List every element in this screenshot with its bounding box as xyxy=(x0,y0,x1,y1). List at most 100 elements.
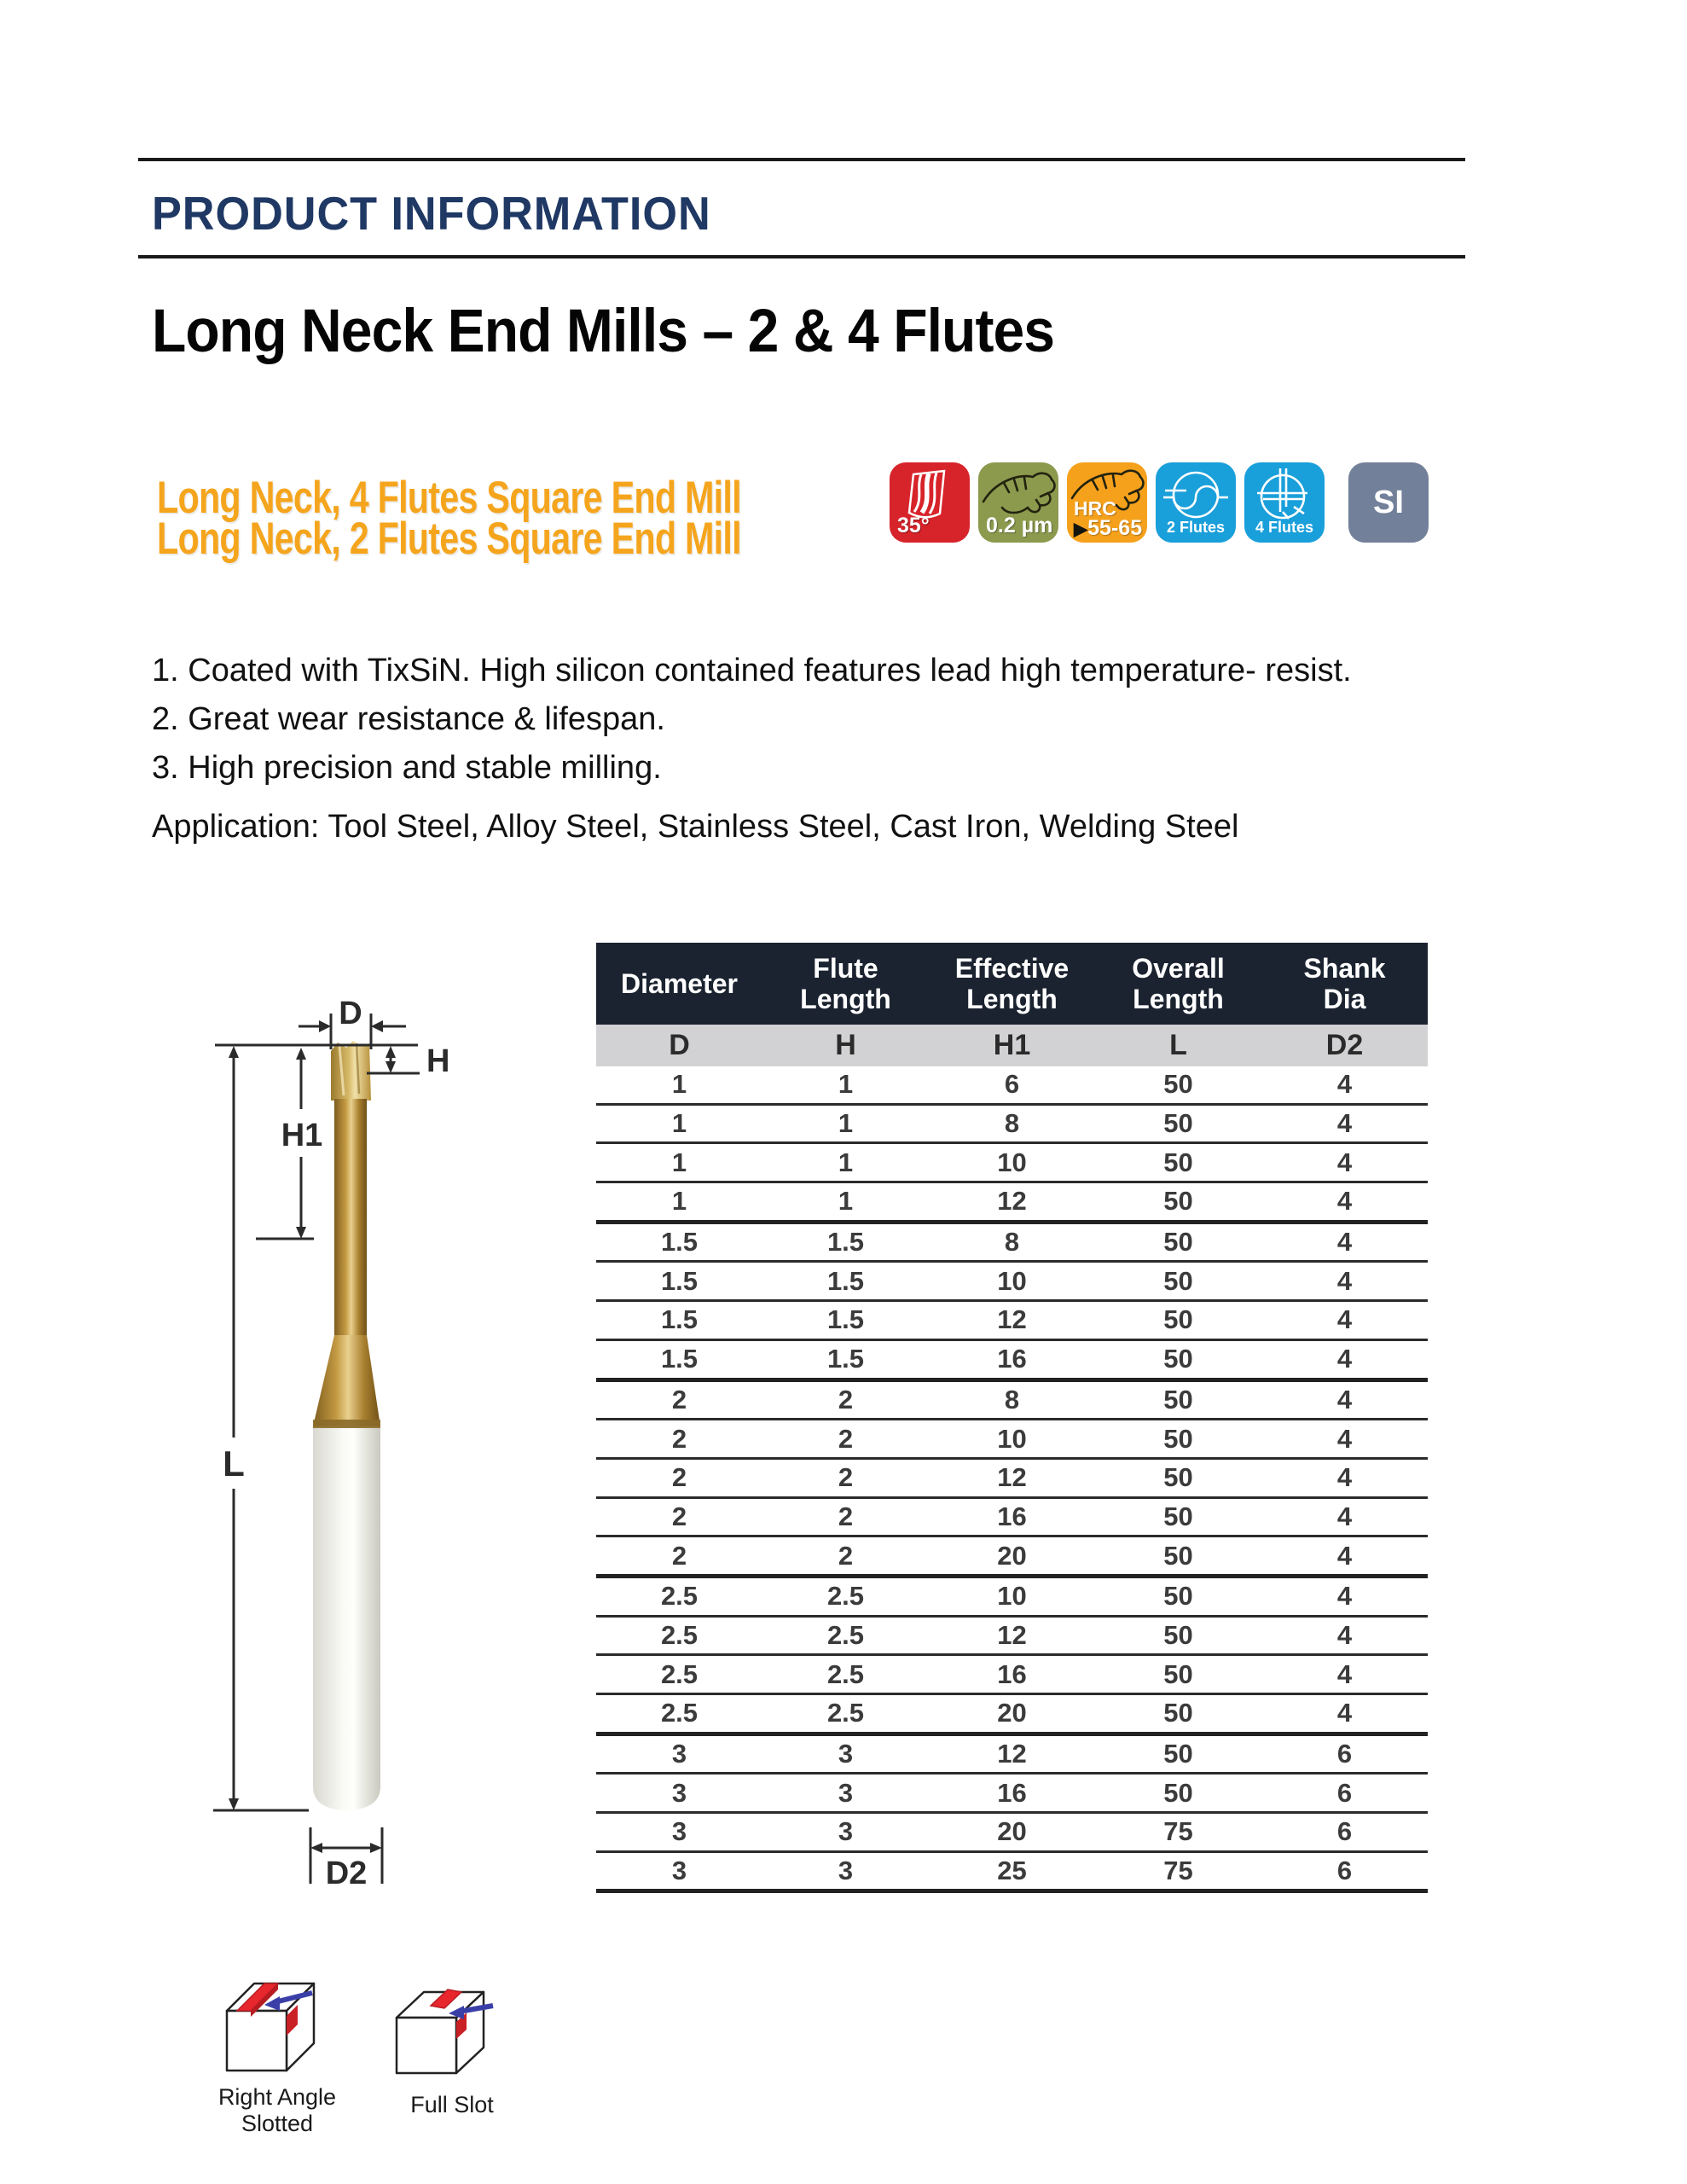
table-cell: 3 xyxy=(838,1739,854,1769)
table-row: 2 2 16 50 4 xyxy=(596,1497,1428,1536)
col-header: Diameter xyxy=(596,943,762,1025)
dim-label-h1: H1 xyxy=(281,1118,323,1153)
arrow-icon: ▶ xyxy=(1074,520,1088,539)
hardness-badge: HRC ▶55-65 xyxy=(1067,462,1147,543)
table-cell: 20 xyxy=(997,1816,1027,1847)
table-cell: 10 xyxy=(997,1147,1027,1177)
table-cell: 1.5 xyxy=(660,1265,699,1296)
right-angle-slotted-icon xyxy=(225,1982,316,2072)
table-cell: 25 xyxy=(997,1856,1027,1886)
dim-label-d2: D2 xyxy=(326,1856,368,1891)
dimension-labels: D H H1 L D2 xyxy=(223,996,449,1891)
table-cell: 1.5 xyxy=(826,1344,865,1374)
col-header: Shank Dia xyxy=(1261,943,1428,1025)
feature-item: 2. Great wear resistance & lifespan. xyxy=(152,701,665,737)
table-cell: 3 xyxy=(671,1739,687,1769)
spec-table-header: Diameter Flute Length Effective Length Ove… xyxy=(596,943,1428,1066)
table-cell: 12 xyxy=(997,1186,1027,1217)
table-cell: 50 xyxy=(1163,1739,1193,1769)
table-cell: 50 xyxy=(1163,1501,1193,1531)
table-cell: 50 xyxy=(1163,1265,1193,1296)
table-cell: 4 xyxy=(1336,1304,1353,1335)
table-cell: 2.5 xyxy=(826,1698,865,1728)
dim-label-d: D xyxy=(339,996,362,1031)
table-cell: 20 xyxy=(997,1540,1027,1571)
table-cell: 50 xyxy=(1163,1069,1193,1100)
table-cell: 16 xyxy=(997,1501,1027,1531)
col-code: D2 xyxy=(1261,1025,1428,1066)
endmill-drawing xyxy=(313,1041,380,1810)
table-row: 2 2 8 50 4 xyxy=(596,1380,1428,1420)
table-row: 3 3 16 50 6 xyxy=(596,1774,1428,1813)
two-flutes-badge: 2 Flutes xyxy=(1156,462,1236,543)
table-row: 1.5 1.5 16 50 4 xyxy=(596,1339,1428,1380)
second-rule xyxy=(138,255,1465,258)
table-cell: 50 xyxy=(1163,1540,1193,1571)
table-row: 3 3 12 50 6 xyxy=(596,1734,1428,1774)
dim-label-h: H xyxy=(426,1043,449,1079)
table-cell: 4 xyxy=(1336,1658,1353,1689)
table-row: 1.5 1.5 10 50 4 xyxy=(596,1262,1428,1301)
section-kicker: PRODUCT INFORMATION xyxy=(152,187,711,240)
table-cell: 3 xyxy=(838,1816,854,1847)
table-cell: 2 xyxy=(671,1384,687,1414)
table-cell: 6 xyxy=(1336,1777,1353,1808)
table-row: 2.5 2.5 20 50 4 xyxy=(596,1694,1428,1734)
spec-table-body: 1 1 6 50 4 1 1 8 50 4 1 1 10 50 4 1 1 12 50 4 1.5 1.5 8 50 4 1.5 1… xyxy=(596,1066,1428,1891)
table-cell: 1 xyxy=(838,1108,854,1139)
table-cell: 20 xyxy=(997,1698,1027,1728)
table-row: 2 2 10 50 4 xyxy=(596,1420,1428,1459)
table-cell: 4 xyxy=(1336,1462,1353,1493)
table-cell: 50 xyxy=(1163,1462,1193,1493)
hardness-labels: HRC ▶55-65 xyxy=(1074,499,1143,540)
product-subheading: Long Neck, 4 Flutes Square End Mill Long… xyxy=(157,475,742,561)
table-cell: 1 xyxy=(671,1108,687,1139)
table-cell: 12 xyxy=(997,1739,1027,1769)
spec-table: Diameter Flute Length Effective Length Ove… xyxy=(596,943,1428,1893)
tiger-icon xyxy=(1070,469,1145,511)
table-cell: 4 xyxy=(1336,1540,1353,1571)
table-cell: 6 xyxy=(1336,1856,1353,1886)
four-flutes-badge: 4 Flutes xyxy=(1244,462,1325,543)
page-title: Long Neck End Mills – 2 & 4 Flutes xyxy=(152,298,1055,365)
col-header: Overall Length xyxy=(1095,943,1261,1025)
table-row: 3 3 25 75 6 xyxy=(596,1851,1428,1891)
table-cell: 8 xyxy=(1004,1384,1020,1414)
table-cell: 1.5 xyxy=(660,1344,699,1374)
four-flutes-label: 4 Flutes xyxy=(1255,519,1314,536)
table-cell: 16 xyxy=(997,1344,1027,1374)
table-cell: 16 xyxy=(997,1777,1027,1808)
four-flute-endmill-icon xyxy=(1257,468,1307,520)
table-cell: 2 xyxy=(671,1462,687,1493)
col-header: Flute Length xyxy=(762,943,929,1025)
top-rule xyxy=(138,158,1465,161)
helix-flutes-icon xyxy=(907,469,946,519)
table-row: 2.5 2.5 10 50 4 xyxy=(596,1576,1428,1617)
full-slot-icon xyxy=(395,1989,494,2075)
table-row: 2 2 20 50 4 xyxy=(596,1536,1428,1577)
dim-label-l: L xyxy=(223,1443,245,1484)
table-cell: 4 xyxy=(1336,1344,1353,1374)
feature-list: 1. Coated with TixSiN. High silicon cont… xyxy=(152,647,1352,793)
table-cell: 12 xyxy=(997,1619,1027,1650)
table-cell: 1.5 xyxy=(826,1304,865,1335)
table-row: 1 1 6 50 4 xyxy=(596,1066,1428,1105)
table-cell: 4 xyxy=(1336,1581,1353,1612)
table-cell: 3 xyxy=(671,1777,687,1808)
table-cell: 50 xyxy=(1163,1344,1193,1374)
dimension-arrowheads xyxy=(229,1020,396,1853)
two-flute-endmill-icon xyxy=(1163,471,1228,519)
table-cell: 6 xyxy=(1336,1816,1353,1847)
table-cell: 2.5 xyxy=(660,1658,699,1689)
table-cell: 4 xyxy=(1336,1698,1353,1728)
hrc-range-label: ▶55-65 xyxy=(1074,516,1143,540)
col-code: H1 xyxy=(929,1025,1095,1066)
table-cell: 50 xyxy=(1163,1619,1193,1650)
two-flutes-label: 2 Flutes xyxy=(1166,519,1226,536)
table-cell: 1.5 xyxy=(826,1227,865,1258)
table-cell: 2.5 xyxy=(660,1698,699,1728)
table-cell: 50 xyxy=(1163,1147,1193,1177)
table-cell: 4 xyxy=(1336,1501,1353,1531)
table-cell: 8 xyxy=(1004,1108,1020,1139)
table-cell: 50 xyxy=(1163,1777,1193,1808)
